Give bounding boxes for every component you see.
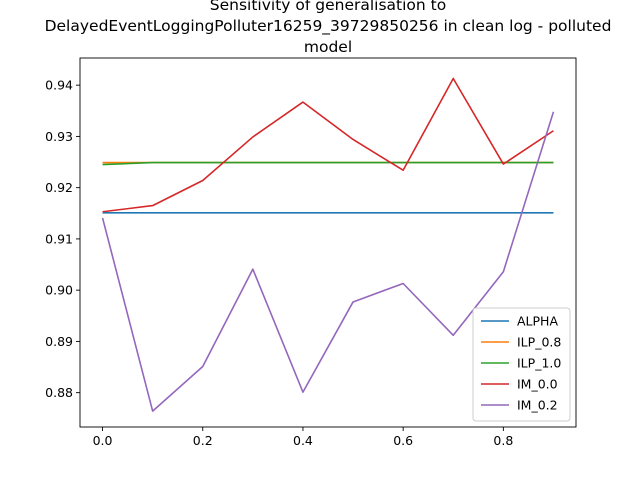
series-line-im-0-0 (102, 77, 554, 213)
series-line-ilp-1-0 (102, 161, 554, 166)
legend-label-im-0-0: IM_0.0 (517, 377, 558, 392)
chart-title-line-3: model (304, 38, 352, 56)
y-tick-label: 0.93 (45, 129, 73, 144)
plot-frame (79, 57, 577, 428)
legend-label-alpha: ALPHA (517, 314, 558, 329)
y-tick-label: 0.94 (45, 78, 73, 93)
legend-label-ilp-1-0: ILP_1.0 (517, 356, 561, 371)
x-tick-label: 0.0 (93, 433, 113, 448)
legend-label-im-0-2: IM_0.2 (517, 398, 558, 413)
x-tick-label: 0.2 (193, 433, 213, 448)
y-tick-label: 0.92 (45, 180, 73, 195)
y-tick-label: 0.88 (45, 385, 73, 400)
ticks-layer: 0.0 0.2 0.4 0.6 0.8 0.88 0.89 0.90 0.91 0.92 0.93 0… (45, 78, 513, 448)
chart-title-line-2: DelayedEventLoggingPolluter16259_3972985… (45, 17, 612, 36)
x-tick-label: 0.4 (293, 433, 313, 448)
y-tick-label: 0.89 (45, 334, 73, 349)
y-tick-label: 0.91 (45, 231, 73, 246)
series-layer (101, 77, 555, 412)
x-tick-label: 0.8 (493, 433, 513, 448)
legend: ALPHA ILP_0.8 ILP_1.0 IM_0.0 IM_0.2 (472, 307, 571, 422)
y-tick-label: 0.90 (45, 283, 73, 298)
legend-label-ilp-0-8: ILP_0.8 (517, 335, 561, 350)
chart-title-line-1: Sensitivity of generalisation to (210, 0, 446, 14)
series-line-im-0-2 (101, 111, 555, 412)
x-tick-label: 0.6 (393, 433, 413, 448)
legend-box (472, 307, 571, 422)
